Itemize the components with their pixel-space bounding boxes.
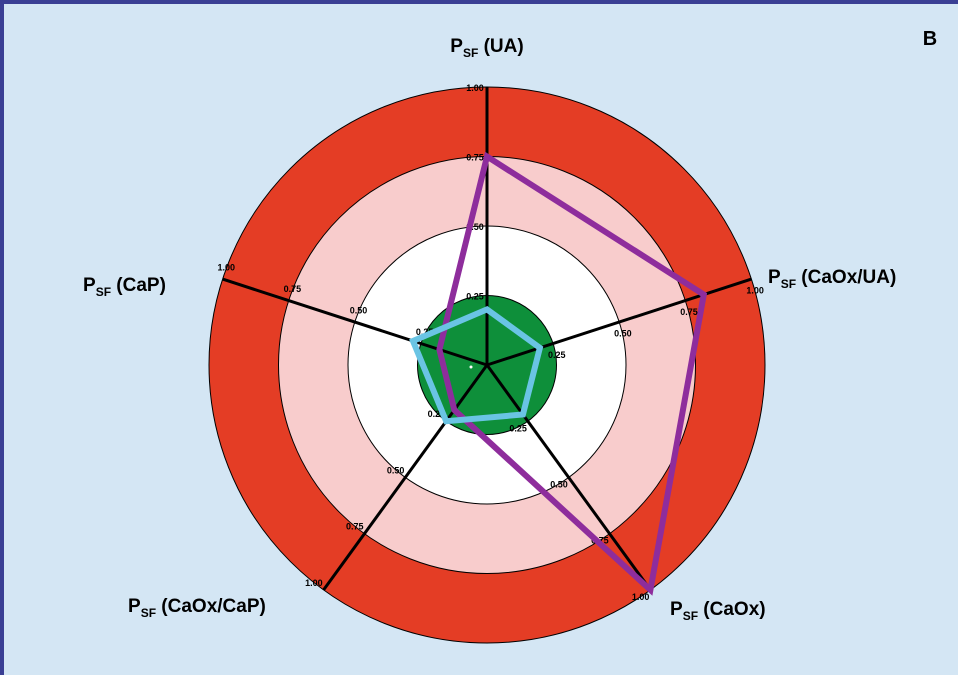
tick-label: 0.50	[550, 480, 568, 490]
axis-spoke	[222, 277, 488, 367]
tick-label: 0.75	[346, 522, 364, 532]
center-dot	[469, 365, 473, 369]
axis-spoke	[485, 364, 652, 591]
tick-label: 0.25	[416, 327, 434, 337]
series-purple-polygon	[436, 151, 708, 596]
tick-labels: 0.25 0.50 0.75 1.00 0.25 0.50 0.75 1.00 0.25 0.50…	[218, 83, 764, 602]
tick-label: 1.00	[632, 592, 650, 602]
tick-label: 0.50	[614, 328, 632, 338]
axis-label: PSF (UA)	[450, 36, 523, 60]
axis-spoke	[322, 364, 489, 591]
tick-label: 1.00	[746, 286, 764, 296]
axis-labels: PSF (UA) PSF (CaOx/UA) PSF (CaOx) PSF (CaOx…	[83, 36, 896, 623]
series-group	[409, 151, 708, 596]
tick-label: 0.50	[350, 306, 368, 316]
tick-label: 0.25	[428, 409, 446, 419]
axis-spokes	[222, 87, 752, 591]
axis-label: PSF (CaOx/CaP)	[128, 596, 266, 620]
panel-label: B	[923, 28, 937, 50]
tick-label: 1.00	[305, 578, 323, 588]
axis-label: PSF (CaOx/UA)	[768, 267, 896, 291]
tick-label: 0.25	[466, 292, 484, 302]
axis-label: PSF (CaP)	[83, 275, 166, 299]
tick-label: 1.00	[466, 83, 484, 93]
tick-label: 0.75	[466, 153, 484, 163]
tick-label: 0.25	[509, 423, 527, 433]
tick-label: 1.00	[218, 263, 236, 273]
tick-label: 0.75	[680, 307, 698, 317]
axis-spoke	[486, 277, 752, 367]
tick-label: 0.75	[284, 284, 302, 294]
series-blue-polygon	[409, 305, 544, 425]
tick-label: 0.25	[548, 350, 566, 360]
tick-label: 0.50	[466, 222, 484, 232]
axis-label: PSF (CaOx)	[670, 599, 766, 623]
tick-label: 0.50	[387, 465, 405, 475]
